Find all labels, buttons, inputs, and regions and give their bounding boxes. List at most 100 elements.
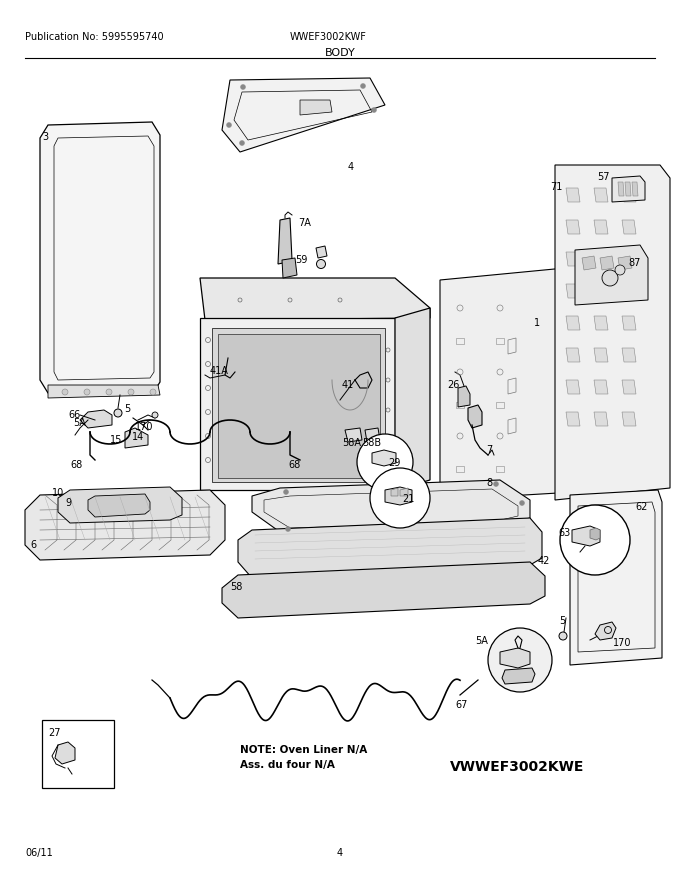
- Polygon shape: [594, 220, 608, 234]
- Polygon shape: [594, 252, 608, 266]
- Circle shape: [488, 628, 552, 692]
- Circle shape: [62, 389, 68, 395]
- Text: 170: 170: [135, 422, 154, 432]
- Circle shape: [118, 263, 122, 267]
- Circle shape: [605, 627, 611, 634]
- Text: 8: 8: [486, 478, 492, 488]
- Text: 58: 58: [230, 582, 242, 592]
- Polygon shape: [632, 182, 638, 196]
- Text: 14: 14: [132, 432, 144, 442]
- Circle shape: [69, 263, 71, 267]
- Circle shape: [150, 389, 156, 395]
- Polygon shape: [566, 188, 580, 202]
- Text: 170: 170: [613, 638, 632, 648]
- Polygon shape: [566, 284, 580, 298]
- Polygon shape: [622, 316, 636, 330]
- Polygon shape: [395, 308, 430, 490]
- Text: 67: 67: [455, 700, 467, 710]
- Polygon shape: [48, 385, 160, 398]
- Circle shape: [118, 351, 122, 355]
- Polygon shape: [365, 428, 380, 442]
- Polygon shape: [600, 256, 614, 270]
- Text: 57: 57: [598, 172, 610, 182]
- Text: 26: 26: [447, 380, 460, 390]
- Text: 21: 21: [402, 494, 414, 504]
- Polygon shape: [594, 188, 608, 202]
- Polygon shape: [278, 218, 292, 264]
- Polygon shape: [622, 380, 636, 394]
- Polygon shape: [40, 122, 160, 393]
- Polygon shape: [622, 252, 636, 266]
- Circle shape: [559, 632, 567, 640]
- Circle shape: [94, 219, 97, 223]
- Circle shape: [69, 351, 71, 355]
- Text: 4: 4: [348, 162, 354, 172]
- Polygon shape: [566, 316, 580, 330]
- Circle shape: [118, 219, 122, 223]
- Polygon shape: [612, 176, 645, 202]
- Circle shape: [357, 434, 413, 490]
- Polygon shape: [212, 328, 385, 482]
- Text: 5A: 5A: [73, 418, 86, 428]
- Polygon shape: [500, 648, 530, 668]
- Polygon shape: [200, 278, 430, 320]
- Polygon shape: [594, 284, 608, 298]
- Circle shape: [94, 351, 97, 355]
- Text: 1: 1: [534, 318, 540, 328]
- Polygon shape: [218, 334, 380, 478]
- Polygon shape: [594, 412, 608, 426]
- Polygon shape: [345, 428, 362, 442]
- Text: 06/11: 06/11: [25, 848, 53, 858]
- Polygon shape: [566, 380, 580, 394]
- Polygon shape: [440, 268, 575, 500]
- Text: 6: 6: [30, 540, 36, 550]
- Polygon shape: [385, 487, 412, 505]
- Circle shape: [118, 153, 122, 157]
- Circle shape: [128, 389, 134, 395]
- Text: 62: 62: [635, 502, 647, 512]
- Circle shape: [94, 153, 97, 157]
- Circle shape: [69, 329, 71, 333]
- Text: 29: 29: [388, 458, 401, 468]
- Polygon shape: [622, 348, 636, 362]
- Circle shape: [94, 175, 97, 179]
- Polygon shape: [582, 256, 596, 270]
- Polygon shape: [125, 428, 148, 448]
- Polygon shape: [372, 450, 396, 466]
- Circle shape: [152, 412, 158, 418]
- Circle shape: [286, 526, 290, 532]
- Circle shape: [69, 307, 71, 311]
- Circle shape: [118, 197, 122, 201]
- Polygon shape: [238, 518, 542, 578]
- Circle shape: [94, 197, 97, 201]
- Text: 41: 41: [342, 380, 354, 390]
- Text: 15: 15: [110, 435, 122, 445]
- Polygon shape: [566, 220, 580, 234]
- Text: 41A: 41A: [210, 366, 229, 376]
- Text: 7A: 7A: [298, 218, 311, 228]
- Circle shape: [94, 329, 97, 333]
- Polygon shape: [595, 622, 616, 640]
- Polygon shape: [222, 78, 385, 152]
- Text: Publication No: 5995595740: Publication No: 5995595740: [25, 32, 164, 42]
- Circle shape: [69, 285, 71, 289]
- Text: 68: 68: [288, 460, 301, 470]
- Text: 59: 59: [296, 255, 308, 265]
- Polygon shape: [200, 318, 395, 490]
- Text: 5: 5: [559, 616, 565, 626]
- Text: BODY: BODY: [324, 48, 356, 58]
- Circle shape: [226, 122, 231, 128]
- Circle shape: [69, 241, 71, 245]
- Text: 71: 71: [550, 182, 562, 192]
- Polygon shape: [618, 182, 624, 196]
- Text: 5A: 5A: [475, 636, 488, 646]
- Circle shape: [241, 84, 245, 90]
- Polygon shape: [622, 412, 636, 426]
- Circle shape: [106, 389, 112, 395]
- Text: 87: 87: [628, 258, 641, 268]
- Circle shape: [94, 263, 97, 267]
- Polygon shape: [594, 380, 608, 394]
- Polygon shape: [566, 348, 580, 362]
- Text: WWEF3002KWF: WWEF3002KWF: [290, 32, 367, 42]
- Circle shape: [118, 241, 122, 245]
